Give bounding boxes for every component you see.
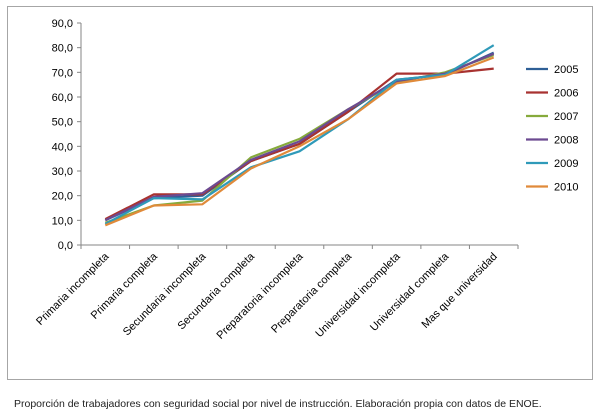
y-axis-ticks: 0,0 10,0 20,0 30,0 40,0 50,0 60,0 70,0 80,0 90,0: [52, 18, 81, 252]
legend-label-2009: 2009: [554, 158, 578, 170]
series-line-2009: [104, 44, 495, 225]
line-chart: 0,010,020,030,040,050,060,070,080,090,0 …: [34, 18, 578, 342]
series-line-2010: [104, 56, 495, 227]
series-lines: [104, 44, 495, 227]
legend-label-2008: 2008: [554, 135, 578, 147]
x-tick-label: Universidad incompleta: [313, 250, 403, 340]
y-tick-label: 70,0: [52, 67, 73, 79]
y-tick-label: 80,0: [52, 43, 73, 55]
legend-label-2010: 2010: [554, 182, 578, 194]
y-tick-label: 60,0: [52, 92, 73, 104]
series-line-2006: [104, 67, 494, 221]
x-tick-label: Preparatoria completa: [269, 250, 355, 336]
legend-label-2007: 2007: [554, 111, 578, 123]
y-tick-label: 30,0: [52, 166, 73, 178]
y-tick-label: 10,0: [52, 215, 73, 227]
legend-label-2006: 2006: [554, 88, 578, 100]
y-tick-label: 40,0: [52, 141, 73, 153]
figure-caption: Proporción de trabajadores con seguridad…: [14, 398, 542, 410]
x-tick-label: Secundaria incompleta: [121, 250, 209, 338]
chart-axes: [80, 23, 518, 246]
legend: 2005 2006 2007 2008 2009 2010: [526, 64, 578, 194]
series-line-2008: [104, 52, 495, 222]
chart-frame: 0,0 10,0 20,0 30,0 40,0 50,0 60,0 70,0 80,0 90,0 …: [7, 6, 593, 380]
y-tick-label: 0,0: [58, 240, 73, 252]
y-tick-label: 50,0: [52, 117, 73, 129]
x-tick-label: Universidad completa: [368, 250, 452, 334]
legend-label-2005: 2005: [554, 64, 578, 76]
x-tick-label: Preparatoria incompleta: [215, 250, 307, 342]
y-tick-label: 20,0: [52, 191, 73, 203]
y-tick-label: 90,0: [52, 18, 73, 30]
